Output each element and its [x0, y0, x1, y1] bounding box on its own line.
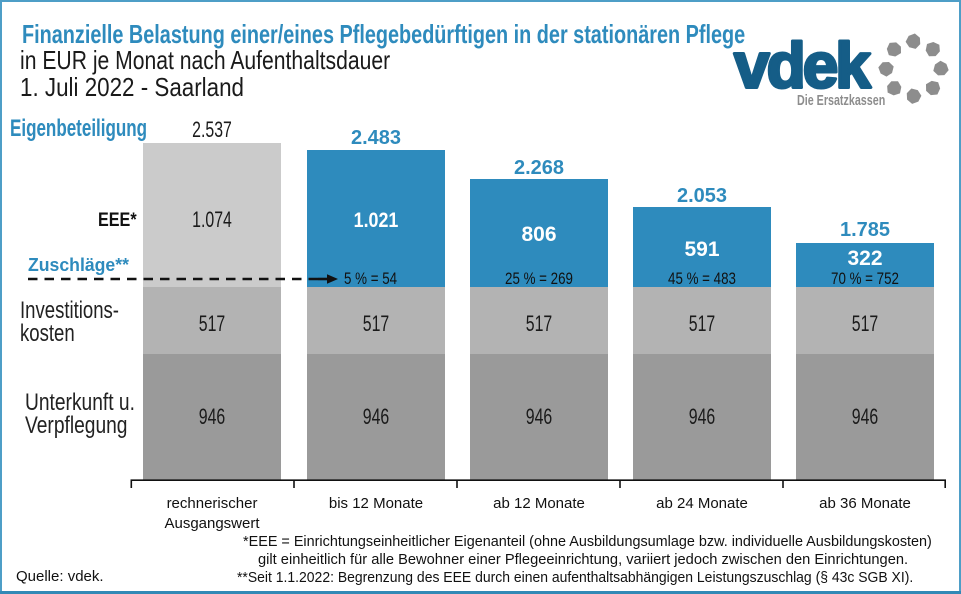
- svg-text:vdek: vdek: [734, 30, 871, 102]
- svg-text:Die Ersatzkassen: Die Ersatzkassen: [797, 91, 885, 108]
